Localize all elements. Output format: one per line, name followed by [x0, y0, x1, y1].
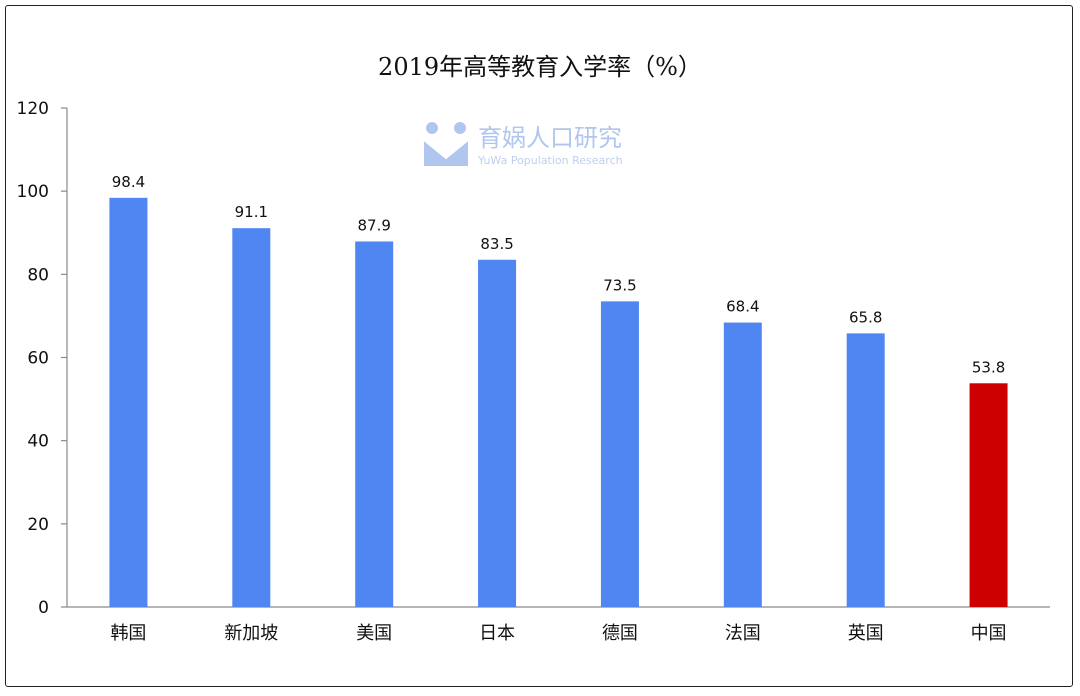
- bars: [109, 197, 1008, 608]
- bar-7: [969, 383, 1008, 607]
- bar-4: [600, 301, 639, 607]
- watermark-subtitle: YuWa Population Research: [477, 154, 623, 167]
- data-label: 87.9: [357, 216, 390, 234]
- y-tick-label: 80: [27, 265, 49, 285]
- x-tick-label: 法国: [725, 623, 761, 644]
- data-label: 65.8: [849, 308, 882, 326]
- y-tick-label: 60: [27, 349, 49, 369]
- y-tick-label: 40: [27, 432, 49, 452]
- watermark-name: 育娲人口研究: [478, 124, 622, 152]
- bar-0: [109, 197, 148, 607]
- bar-6: [846, 333, 885, 607]
- chart-title: 2019年高等教育入学率（%）: [378, 53, 702, 81]
- chart-frame: [5, 5, 1073, 687]
- y-tick-label: 20: [27, 515, 49, 535]
- data-label: 83.5: [480, 235, 513, 253]
- x-tick-label: 中国: [971, 623, 1007, 644]
- y-tick-label: 100: [17, 182, 49, 202]
- x-tick-label: 美国: [356, 623, 392, 644]
- y-tick-label: 120: [17, 99, 49, 119]
- x-tick-label: 新加坡: [224, 623, 278, 644]
- data-labels: 98.4 韩国 91.1 新加坡 87.9 美国 83.5 日本 73.5 德国 68.4 法国 65.…: [110, 173, 1006, 644]
- yuwa-logo-icon: [423, 122, 469, 166]
- x-tick-label: 德国: [602, 623, 638, 644]
- y-tick-label: 0: [38, 598, 49, 618]
- bar-3: [478, 259, 517, 607]
- data-label: 91.1: [235, 203, 268, 221]
- x-tick-label: 韩国: [110, 623, 146, 644]
- x-tick-label: 日本: [479, 623, 515, 644]
- bar-1: [232, 228, 271, 607]
- data-label: 98.4: [112, 173, 145, 191]
- axes: 0 20 40 60 80 100 120: [17, 99, 1050, 618]
- data-label: 73.5: [603, 276, 636, 294]
- data-label: 53.8: [972, 358, 1005, 376]
- x-tick-label: 英国: [848, 623, 884, 644]
- watermark: 育娲人口研究 YuWa Population Research: [423, 122, 623, 167]
- bar-5: [723, 322, 762, 607]
- data-label: 68.4: [726, 298, 759, 316]
- bar-2: [355, 241, 394, 608]
